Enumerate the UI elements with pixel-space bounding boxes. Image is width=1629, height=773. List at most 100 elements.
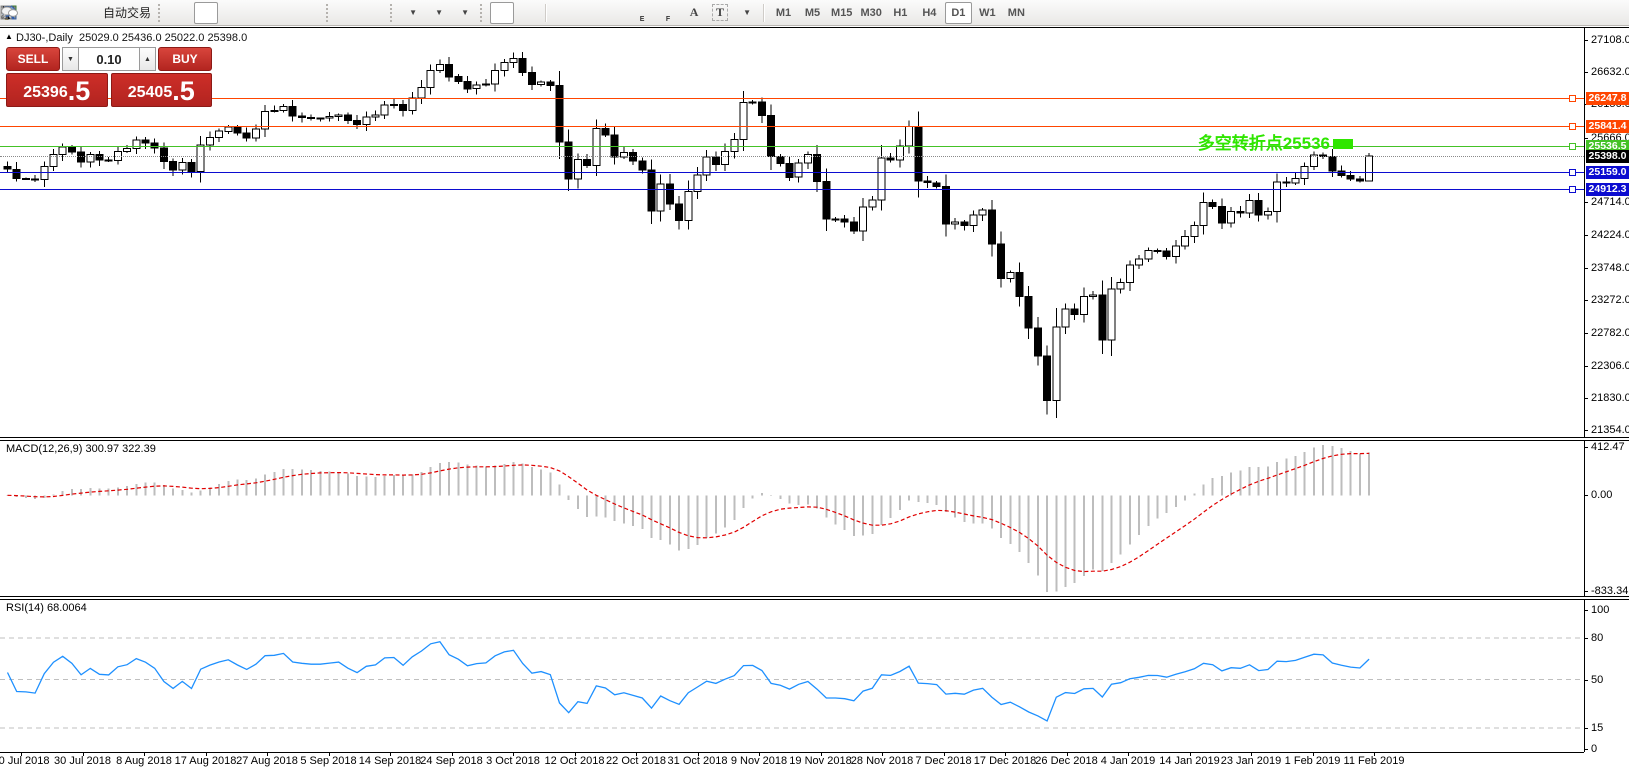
time-tick-label: 27 Aug 2018 [236, 755, 298, 767]
pivot-annotation-marker[interactable] [1333, 139, 1353, 149]
rsi-pane-splitter[interactable] [0, 596, 1629, 600]
macd-tick-label: 412.47 [1591, 441, 1625, 453]
timeframe-m5[interactable]: M5 [804, 6, 821, 19]
macd-tick-mark [1584, 591, 1588, 592]
search-icon[interactable] [1, 2, 1596, 24]
price-tick-mark [1584, 235, 1588, 237]
auto-scroll-button[interactable] [1, 2, 360, 24]
sell-button[interactable]: SELL [6, 47, 60, 71]
rsi-plot[interactable] [0, 600, 1584, 752]
level-line-handle[interactable] [1569, 143, 1576, 151]
macd-label: MACD(12,26,9) 300.97 322.39 [6, 443, 156, 455]
timeframe-d1[interactable]: D1 [944, 1, 972, 24]
timeframe-w1[interactable]: W1 [979, 6, 996, 19]
price-tick-label: 22306.0 [1591, 359, 1629, 372]
candlestick-mode-button[interactable] [2, 1, 219, 24]
time-tick-label: 14 Sep 2018 [358, 755, 422, 767]
bar-chart-mode-button[interactable] [1, 2, 192, 24]
arrows-tool-button[interactable]: ▼ [1, 2, 758, 24]
time-tick-mark [943, 752, 945, 756]
time-tick-mark [1005, 752, 1006, 756]
horizontal-line-tool[interactable] [1, 2, 602, 24]
level-line-25841.4[interactable] [0, 125, 1584, 127]
label-tool-glyph: T [712, 4, 729, 21]
time-tick-label: 12 Oct 2018 [544, 755, 605, 767]
chevron-down-icon: ▼ [409, 8, 417, 17]
macd-plot[interactable] [0, 441, 1584, 596]
zoom-out-icon[interactable] [1, 2, 296, 24]
volume-input[interactable] [79, 47, 139, 71]
eraser-icon[interactable] [1, 2, 43, 24]
price-tick-label: 24224.0 [1591, 229, 1629, 242]
toolbar-grip [390, 3, 396, 22]
cursor-tool-button[interactable] [3, 1, 515, 24]
rsi-tick-label: 50 [1591, 673, 1604, 686]
level-line-handle[interactable] [1569, 95, 1576, 103]
level-line-26247.8[interactable] [0, 98, 1584, 100]
symbol-period-label: DJ30-,Daily [16, 32, 73, 44]
tile-windows-icon[interactable] [0, 2, 322, 24]
zoom-in-icon[interactable] [1, 2, 270, 24]
macd-pane-splitter[interactable] [0, 437, 1629, 441]
time-tick-mark [205, 752, 207, 756]
pivot-annotation-text[interactable]: 多空转折点25536 [1197, 134, 1330, 153]
rsi-tick-label: 80 [1591, 631, 1604, 644]
timeframe-m1[interactable]: M1 [775, 6, 792, 19]
timeframe-h4[interactable]: H4 [922, 6, 937, 19]
price-tick-mark [1584, 397, 1588, 399]
toolbar-separator [763, 3, 766, 22]
price-tick-mark [1584, 430, 1588, 432]
buy-button[interactable]: BUY [158, 47, 212, 71]
level-line-handle[interactable] [1569, 169, 1576, 176]
data-center-icon[interactable] [1, 2, 95, 24]
rsi-tick-label: 0 [1591, 743, 1598, 755]
level-line-handle[interactable] [1569, 185, 1576, 193]
price-axis-line [1584, 28, 1585, 752]
timeframe-m30[interactable]: M30 [860, 6, 882, 19]
level-line-handle[interactable] [1569, 122, 1576, 130]
text-tool[interactable]: A [682, 2, 706, 24]
toolbar-grip [480, 3, 486, 22]
periods-clock-button[interactable]: ▼ [0, 2, 450, 24]
equidistant-channel-tool[interactable]: E [0, 2, 654, 24]
text-tool-glyph: A [689, 5, 699, 19]
volume-control: ▼ ▲ [62, 47, 156, 71]
candlestick-plot[interactable] [0, 28, 1584, 437]
fibonacci-tool[interactable]: F [1, 2, 680, 24]
sell-price: 25396 [23, 84, 68, 101]
autotrading-button[interactable]: 自动交易 [0, 2, 154, 24]
market-watch-icon[interactable] [1, 2, 69, 24]
sell-price-box[interactable]: 25396.5 [6, 73, 108, 107]
timeframe-h1[interactable]: H1 [893, 6, 908, 19]
time-tick-mark [1312, 752, 1314, 756]
text-label-tool[interactable]: T [708, 2, 732, 24]
level-line-25536.5[interactable] [0, 146, 1584, 148]
chat-icon[interactable] [1, 2, 1622, 24]
time-tick-mark [82, 752, 84, 756]
time-axis-line [0, 752, 1584, 753]
line-chart-mode-button[interactable] [1, 2, 244, 24]
rsi-tick-mark [1584, 749, 1588, 750]
toolbar-grip [326, 3, 332, 22]
volume-increase-button[interactable]: ▲ [139, 47, 156, 71]
templates-button[interactable]: ▼ [0, 2, 476, 24]
chart-shift-button[interactable] [1, 2, 386, 24]
timeframe-mn[interactable]: MN [1007, 6, 1025, 19]
crosshair-tool-button[interactable] [1, 2, 540, 24]
timeframe-m15[interactable]: M15 [831, 6, 853, 19]
vertical-line-tool[interactable] [5, 2, 576, 24]
timeframe-group: M1 M5 M15 M30 H1 H4 D1 W1 MN [769, 1, 1031, 24]
price-tick-mark [1584, 137, 1588, 139]
volume-decrease-button[interactable]: ▼ [62, 47, 79, 71]
time-tick-label: 20 Jul 2018 [0, 755, 50, 767]
indicators-add-button[interactable]: ▼ [0, 2, 424, 24]
price-level-label: 26247.8 [1586, 92, 1629, 106]
level-line-25159.0[interactable] [0, 172, 1584, 173]
level-line-24912.3[interactable] [0, 188, 1584, 190]
time-tick-label: 22 Oct 2018 [606, 755, 666, 767]
time-tick-label: 17 Dec 2018 [973, 755, 1037, 767]
trendline-tool[interactable] [1, 2, 628, 24]
chart-window[interactable]: ▲ DJ30-,Daily 25029.0 25436.0 25022.0 25… [0, 27, 1629, 773]
buy-price-box[interactable]: 25405.5 [110, 73, 212, 107]
one-click-collapse-icon[interactable]: ▲ [5, 32, 13, 41]
